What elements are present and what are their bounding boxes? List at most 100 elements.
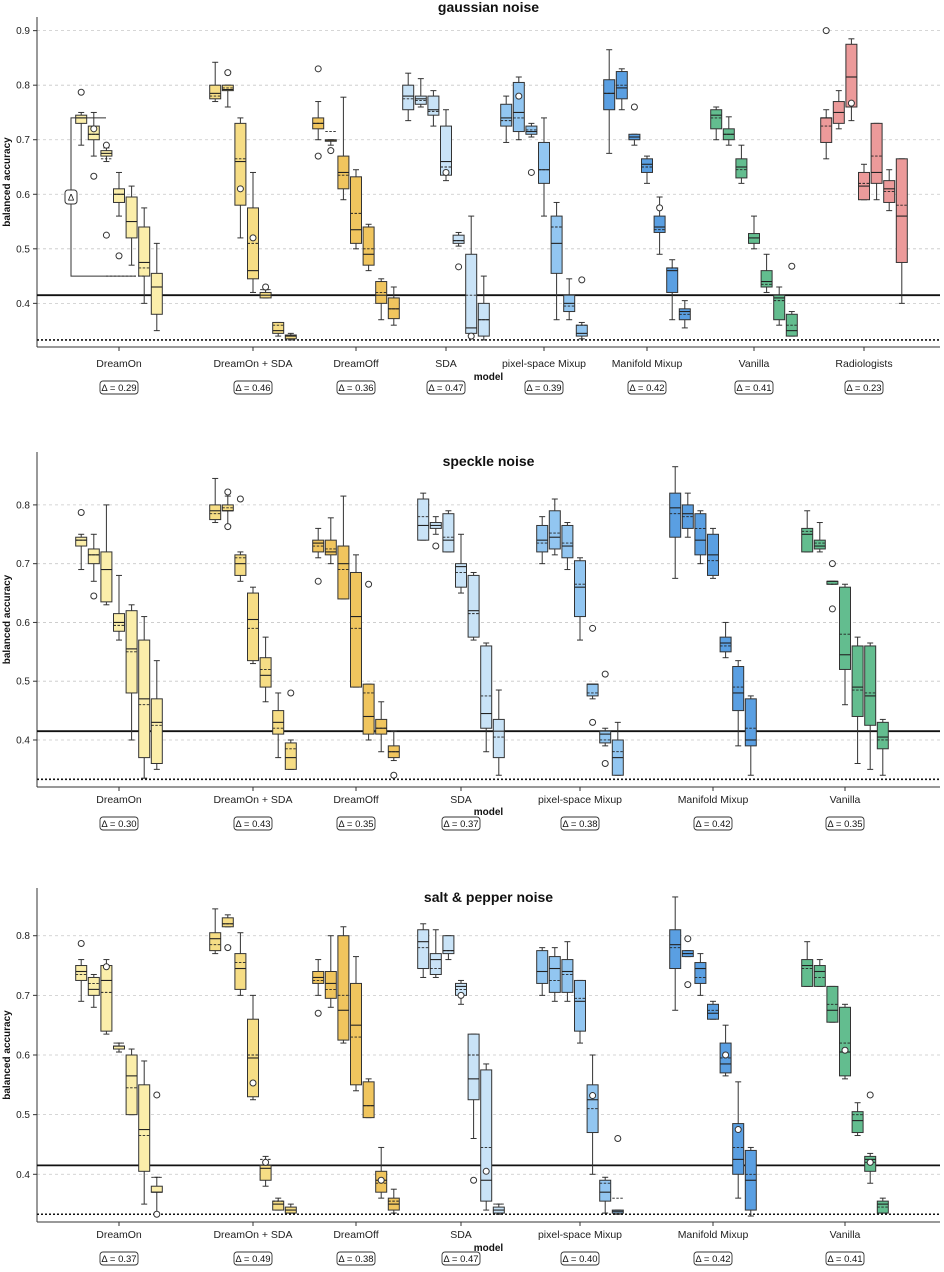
- box-iqr: [350, 571, 362, 688]
- box: [641, 155, 653, 184]
- delta-badge: [441, 1251, 481, 1266]
- x-tick-label: DreamOn: [96, 1229, 142, 1241]
- box-iqr: [575, 324, 588, 337]
- box: [284, 332, 297, 341]
- y-axis-label: balanced accuracy: [2, 574, 13, 664]
- delta-label: Δ = 0.29: [101, 383, 136, 394]
- delta-annotation: Δ: [64, 117, 144, 277]
- x-tick-label: Vanilla: [830, 1229, 861, 1241]
- x-tick-label: DreamOn: [96, 358, 142, 370]
- box-iqr: [221, 917, 234, 928]
- outlier: [589, 718, 597, 726]
- box: [826, 985, 839, 1023]
- box: [525, 122, 538, 176]
- box: [75, 509, 88, 571]
- x-tick-label: SDA: [450, 794, 472, 806]
- box-iqr: [735, 158, 748, 179]
- box-iqr: [75, 536, 88, 547]
- box: [234, 117, 247, 239]
- outlier: [314, 152, 322, 160]
- box: [259, 1155, 272, 1187]
- box-iqr: [417, 929, 430, 970]
- box: [375, 1146, 388, 1199]
- box-iqr: [536, 950, 549, 984]
- box: [284, 1203, 297, 1214]
- box: [259, 636, 272, 703]
- box: [653, 196, 666, 255]
- box-iqr: [284, 742, 297, 770]
- box-iqr: [150, 1185, 163, 1193]
- delta-label: Δ = 0.23: [846, 383, 881, 394]
- y-axis-label: balanced accuracy: [2, 137, 13, 227]
- outlier: [236, 495, 244, 503]
- delta-badge: [560, 816, 600, 831]
- box: [719, 1024, 732, 1077]
- box: [350, 956, 362, 1092]
- box: [337, 96, 350, 201]
- box: [586, 1054, 599, 1175]
- y-tick-label: 0.7: [16, 991, 30, 1002]
- box: [455, 533, 467, 594]
- box-iqr: [536, 524, 549, 553]
- box: [75, 88, 88, 146]
- box: [744, 695, 757, 776]
- box: [209, 61, 222, 103]
- box: [247, 994, 259, 1101]
- box: [113, 1042, 125, 1053]
- box: [234, 495, 247, 582]
- box-iqr: [247, 592, 259, 662]
- outlier: [866, 1091, 874, 1099]
- delta-badge: [560, 1251, 600, 1266]
- box-iqr: [864, 645, 877, 726]
- delta-badge: [99, 816, 139, 831]
- box-iqr: [666, 267, 679, 293]
- box: [221, 488, 234, 531]
- box-iqr: [125, 1054, 138, 1116]
- box: [337, 926, 350, 1044]
- outlier: [515, 92, 523, 100]
- delta-badge: [426, 380, 466, 395]
- box: [851, 1102, 864, 1137]
- box: [707, 1000, 719, 1020]
- outlier: [866, 1158, 874, 1166]
- box: [732, 1081, 745, 1199]
- box: [561, 522, 574, 571]
- outlier: [115, 252, 123, 260]
- box: [611, 1135, 624, 1215]
- box-iqr: [138, 1084, 151, 1172]
- box: [801, 941, 814, 987]
- box: [813, 959, 826, 987]
- outlier: [77, 939, 85, 947]
- box-iqr: [440, 125, 452, 176]
- box-iqr: [694, 513, 707, 556]
- box-iqr: [362, 1081, 375, 1119]
- group-dreamoff: DreamOff Δ = 0.36: [312, 65, 400, 395]
- outlier: [684, 935, 692, 943]
- delta-label: Δ = 0.38: [562, 819, 597, 830]
- box: [628, 103, 641, 146]
- box: [669, 896, 682, 1011]
- outlier: [578, 276, 586, 284]
- x-tick-label: Manifold Mixup: [612, 358, 683, 370]
- outlier: [630, 103, 638, 111]
- box: [417, 923, 430, 978]
- box-iqr: [362, 226, 375, 266]
- group-vanilla: Vanilla Δ = 0.41: [710, 106, 798, 395]
- outlier: [482, 1167, 490, 1175]
- box: [100, 141, 113, 239]
- y-tick-label: 0.9: [16, 26, 30, 37]
- group-pixel-space-mixup: pixel-space Mixup Δ = 0.40: [536, 941, 624, 1266]
- outlier: [432, 542, 440, 550]
- y-tick-label: 0.7: [16, 559, 30, 570]
- outlier: [589, 624, 597, 632]
- group-manifold-mixup: Manifold Mixup Δ = 0.42: [603, 49, 691, 395]
- box: [732, 660, 745, 747]
- box-iqr: [337, 545, 350, 600]
- delta-badge: [627, 380, 667, 395]
- group-dreamon: DreamOn Δ = 0.29: [75, 88, 163, 395]
- box-iqr: [548, 510, 561, 550]
- box-iqr: [820, 117, 833, 143]
- box: [362, 580, 375, 741]
- box: [512, 76, 525, 141]
- box: [312, 527, 325, 585]
